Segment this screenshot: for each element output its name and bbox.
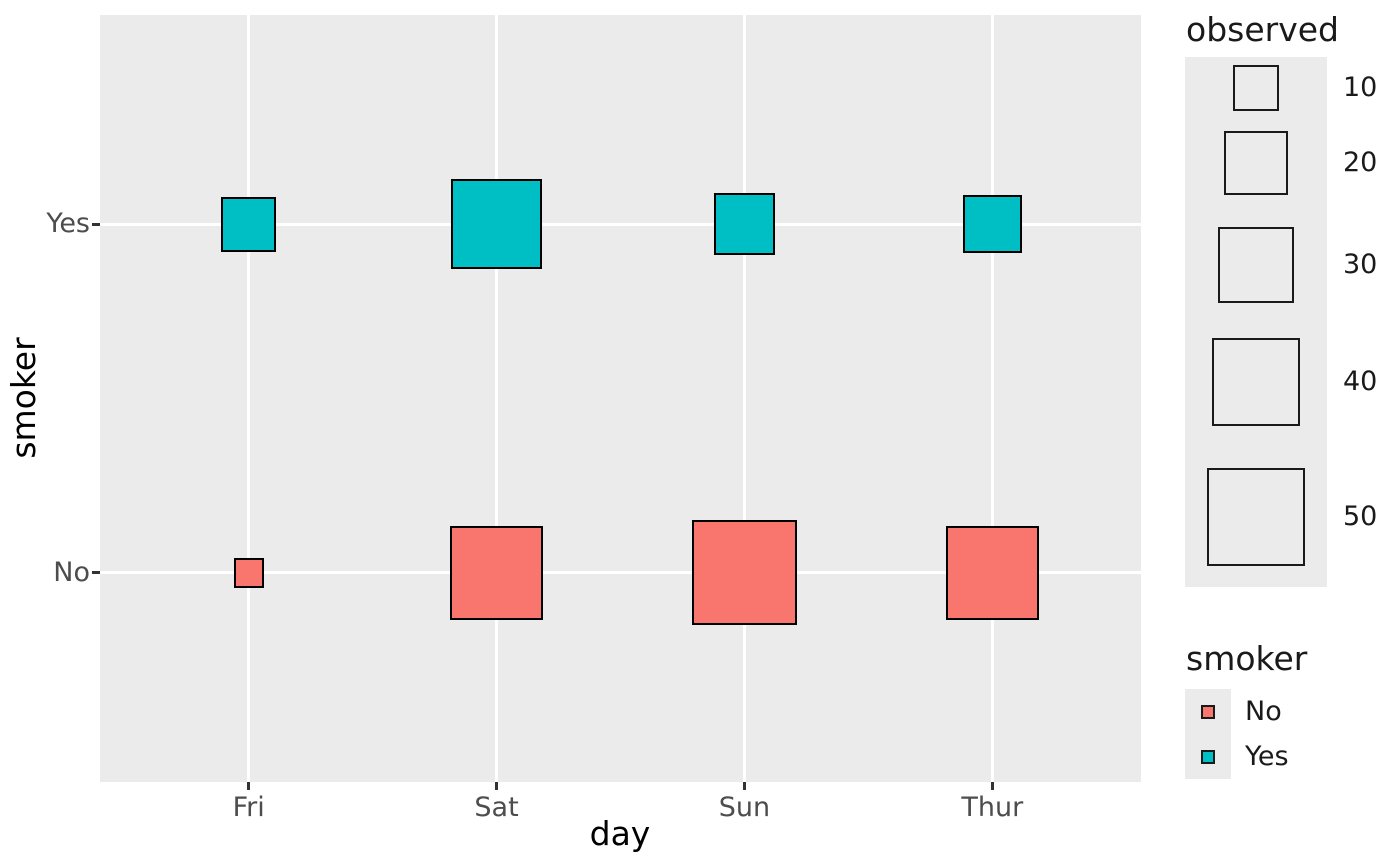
size-legend-label: 30 [1343,249,1378,280]
gridline-vertical [247,15,251,782]
data-square-sat-yes [451,179,542,270]
x-axis-tick [990,782,994,790]
color-legend-key-square [1201,749,1215,764]
y-axis-tick [92,571,100,575]
gridline-vertical [990,15,994,782]
color-legend-key-square [1201,704,1215,719]
gridline-horizontal [100,571,1141,575]
size-legend-key-square [1233,65,1279,111]
data-square-thur-yes [962,194,1022,254]
x-axis-title: day [589,814,651,853]
x-axis-tick [495,782,499,790]
y-tick-label: Yes [46,208,90,240]
data-square-fri-no [233,557,264,588]
size-legend-key-square [1217,226,1295,304]
x-axis-tick [742,782,746,790]
y-tick-label: No [53,556,90,588]
x-tick-label: Sun [718,792,771,823]
size-legend-key-square [1206,467,1306,567]
size-legend-label: 10 [1343,72,1378,103]
y-axis-tick [92,222,100,226]
gridline-vertical [495,15,499,782]
color-legend-title: smoker [1186,639,1308,678]
size-legend-label: 50 [1343,501,1378,532]
x-axis-tick [247,782,251,790]
size-legend-label: 20 [1343,147,1378,178]
data-square-sat-no [449,526,544,620]
color-legend-label: Yes [1245,740,1289,772]
size-legend-key-square [1211,337,1301,427]
gridline-horizontal [100,222,1141,226]
data-square-sun-yes [713,193,776,256]
gridline-vertical [742,15,746,782]
color-legend-label: No [1245,695,1282,727]
x-tick-label: Thur [961,792,1024,823]
x-tick-label: Sat [474,792,519,823]
y-axis-title: smoker [4,337,43,459]
data-square-thur-no [945,526,1039,620]
size-legend-title: observed [1186,10,1339,49]
size-legend-key-square [1224,131,1288,195]
size-legend-label: 40 [1343,366,1378,397]
x-tick-label: Fri [232,792,265,823]
data-square-fri-yes [221,196,277,252]
plot-panel [100,15,1141,782]
data-square-sun-no [692,520,797,626]
